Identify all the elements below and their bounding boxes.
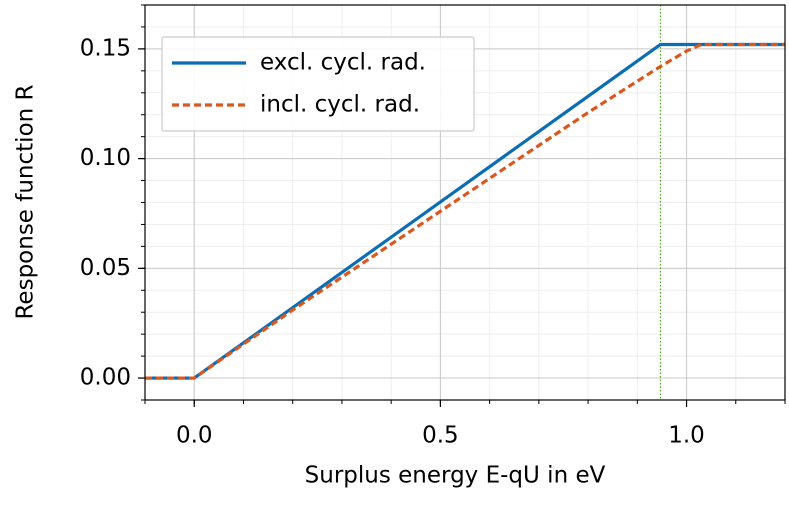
data-line: [145, 42, 785, 380]
x-tick-label: 0.5: [422, 423, 459, 449]
x-axis-label: Surplus energy E-qU in eV: [305, 463, 606, 489]
y-tick-label: 0.15: [80, 35, 131, 61]
y-tick-label: 0.00: [80, 365, 131, 391]
legend-box: [161, 36, 475, 132]
x-tick-label: 0.0: [176, 423, 213, 449]
plot-frame: [144, 4, 786, 401]
legend-label: incl. cycl. rad.: [260, 92, 420, 118]
x-tick-label: 1.0: [668, 423, 705, 449]
legend-label: excl. cycl. rad.: [260, 50, 426, 76]
y-axis-label: Response function R: [13, 84, 39, 319]
y-tick-label: 0.05: [80, 255, 131, 281]
y-tick-label: 0.10: [80, 145, 131, 171]
